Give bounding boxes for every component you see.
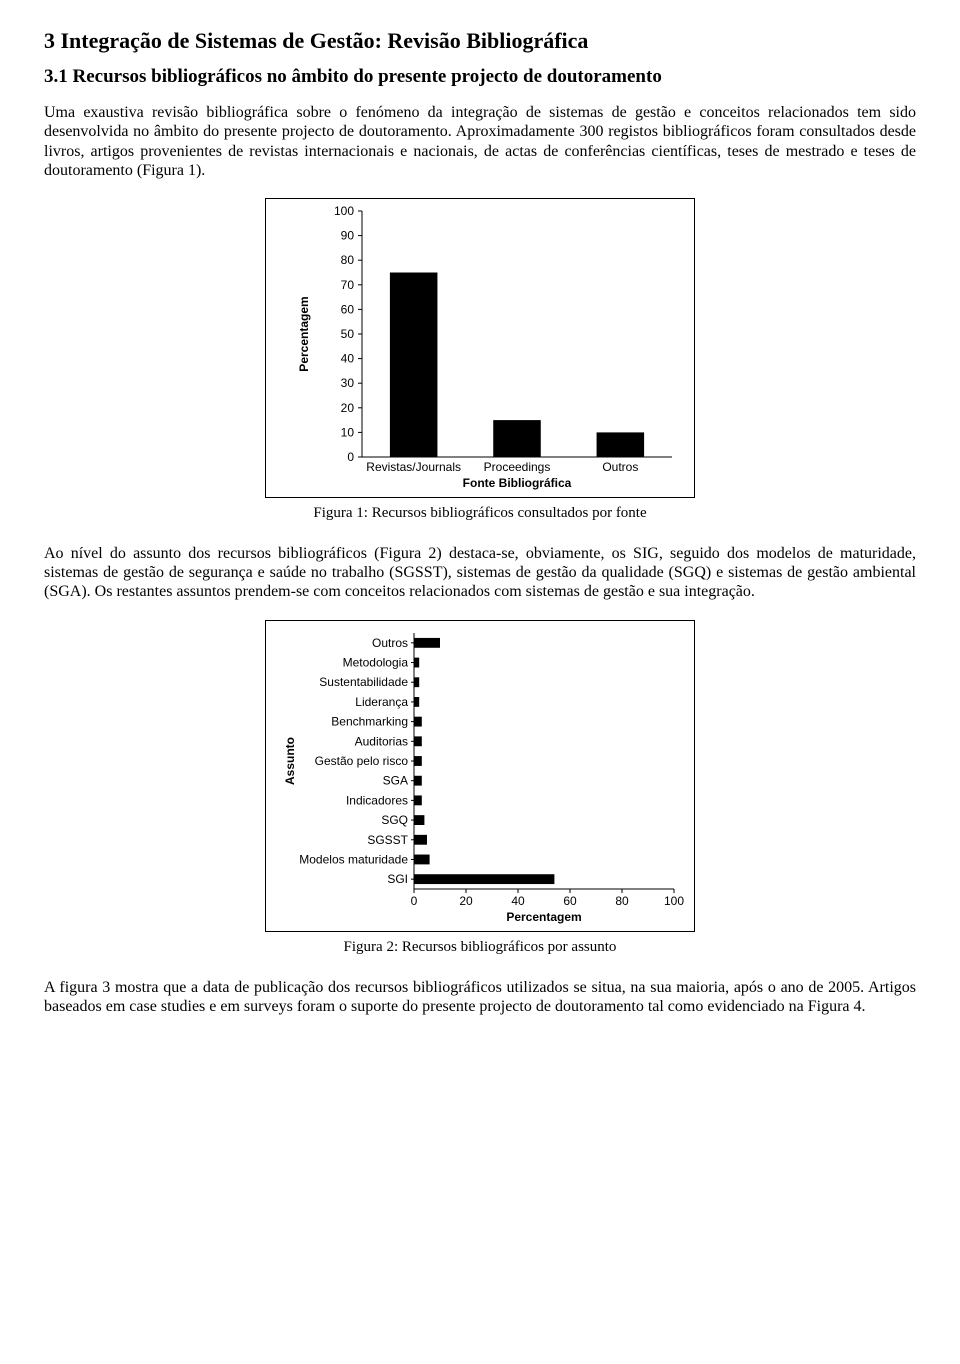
svg-text:100: 100: [664, 894, 684, 908]
svg-text:100: 100: [334, 204, 354, 218]
svg-text:40: 40: [511, 894, 525, 908]
svg-text:Outros: Outros: [372, 635, 408, 649]
svg-text:80: 80: [341, 253, 355, 267]
figure-1-container: 0 10 20 30 40 50 60 70 80 90 100 Revistas/Journals P…: [44, 198, 916, 498]
svg-text:SGI: SGI: [387, 872, 408, 886]
svg-text:Sustentabilidade: Sustentabilidade: [319, 675, 408, 689]
svg-text:50: 50: [341, 327, 355, 341]
svg-text:Modelos maturidade: Modelos maturidade: [299, 852, 408, 866]
figure-1-chart: 0 10 20 30 40 50 60 70 80 90 100 Revistas/Journals P…: [265, 198, 695, 498]
svg-text:Fonte Bibliográfica: Fonte Bibliográfica: [463, 476, 572, 490]
figure-1-caption: Figura 1: Recursos bibliográficos consul…: [44, 504, 916, 522]
svg-text:SGA: SGA: [383, 773, 408, 787]
figure-2-chart: Outros Metodologia Sustentabilidade Lideran…: [265, 620, 695, 932]
svg-text:0: 0: [411, 894, 418, 908]
svg-text:90: 90: [341, 229, 355, 243]
svg-text:70: 70: [341, 278, 355, 292]
svg-text:Liderança: Liderança: [355, 694, 408, 708]
svg-text:10: 10: [341, 425, 355, 439]
svg-text:20: 20: [459, 894, 473, 908]
paragraph-3: A figura 3 mostra que a data de publicaç…: [44, 978, 916, 1016]
svg-text:Gestão pelo risco: Gestão pelo risco: [315, 754, 409, 768]
svg-text:Percentagem: Percentagem: [297, 296, 311, 371]
svg-text:80: 80: [615, 894, 629, 908]
svg-text:SGSST: SGSST: [367, 832, 408, 846]
paragraph-1: Uma exaustiva revisão bibliográfica sobr…: [44, 103, 916, 180]
svg-text:Proceedings: Proceedings: [484, 460, 551, 474]
svg-text:Revistas/Journals: Revistas/Journals: [366, 460, 461, 474]
svg-text:60: 60: [563, 894, 577, 908]
svg-text:Assunto: Assunto: [283, 737, 297, 785]
figure-2-svg: Outros Metodologia Sustentabilidade Lideran…: [266, 621, 696, 933]
svg-text:SGQ: SGQ: [381, 813, 408, 827]
svg-text:Metodologia: Metodologia: [343, 655, 409, 669]
svg-text:20: 20: [341, 401, 355, 415]
svg-text:Indicadores: Indicadores: [346, 793, 408, 807]
svg-text:30: 30: [341, 376, 355, 390]
section-heading: 3 Integração de Sistemas de Gestão: Revi…: [44, 28, 916, 54]
svg-text:Auditorias: Auditorias: [355, 734, 408, 748]
figure-1-svg: 0 10 20 30 40 50 60 70 80 90 100 Revistas/Journals P…: [266, 199, 696, 499]
svg-text:Benchmarking: Benchmarking: [331, 714, 408, 728]
paragraph-2: Ao nível do assunto dos recursos bibliog…: [44, 544, 916, 602]
figure-2-container: Outros Metodologia Sustentabilidade Lideran…: [44, 620, 916, 932]
svg-text:0: 0: [347, 450, 354, 464]
svg-text:40: 40: [341, 352, 355, 366]
svg-text:Percentagem: Percentagem: [506, 910, 581, 924]
subsection-heading: 3.1 Recursos bibliográficos no âmbito do…: [44, 66, 916, 89]
svg-text:60: 60: [341, 302, 355, 316]
figure-2-caption: Figura 2: Recursos bibliográficos por as…: [44, 938, 916, 956]
svg-text:Outros: Outros: [602, 460, 638, 474]
